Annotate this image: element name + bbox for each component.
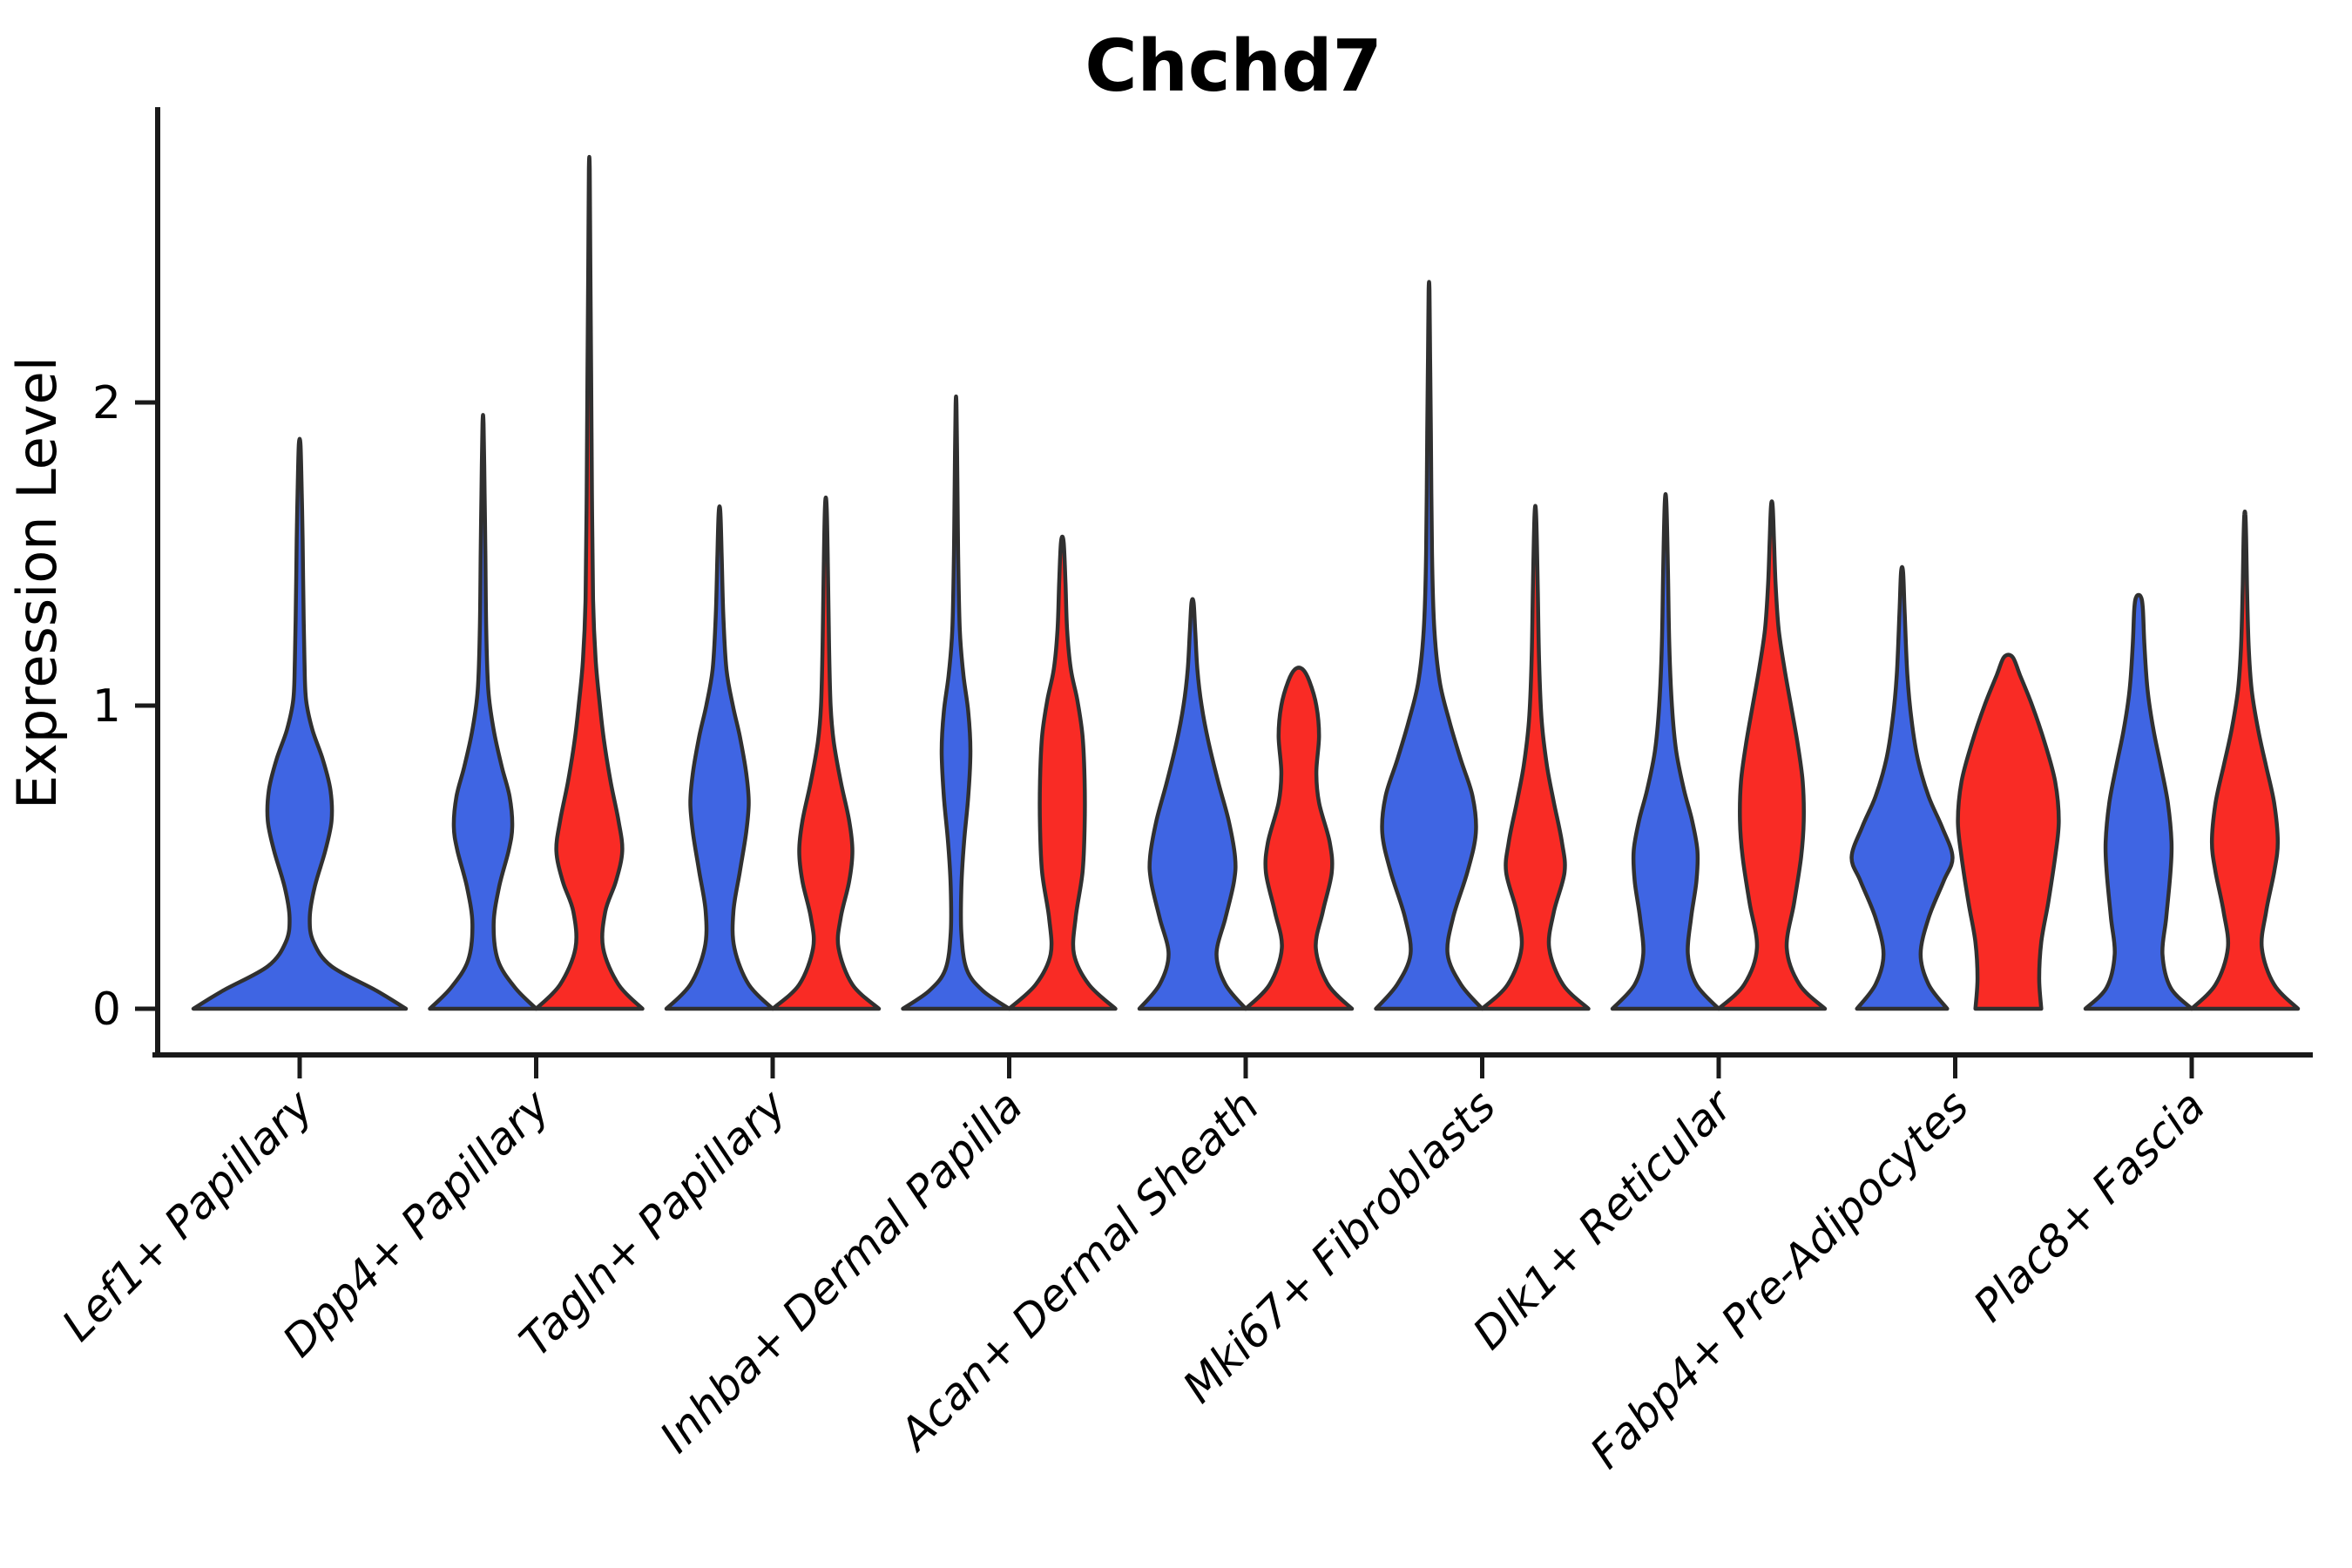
x-tick-label-fabp4-pre-adipocytes: Fabp4+ Pre-Adipocytes (1580, 1080, 1978, 1478)
y-axis-label: Expression Level (5, 356, 69, 809)
violin-lef1-papillary-blue (191, 436, 409, 1011)
violin-plac8-fascia-red (2189, 510, 2301, 1011)
violin-dpp4-papillary-blue (428, 413, 538, 1011)
violin-tagln-papillary-red (770, 495, 882, 1011)
y-tick-label-1: 1 (92, 680, 121, 733)
y-tick-label-2: 2 (92, 377, 121, 429)
x-tick-label-plac8-fascia: Plac8+ Fascia (1964, 1080, 2215, 1331)
y-tick-label-0: 0 (92, 983, 121, 1036)
violin-inhba-dermal-papilla-blue (901, 394, 1011, 1011)
violin-dlk1-reticular-blue (1610, 492, 1721, 1011)
violin-inhba-dermal-papilla-red (1007, 534, 1118, 1011)
x-tick-label-dlk1-reticular: Dlk1+ Reticular (1463, 1078, 1744, 1359)
axes-layer (152, 107, 2313, 1058)
violin-acan-dermal-sheath-red (1243, 666, 1355, 1011)
violins-layer (191, 154, 2301, 1011)
x-tick-label-lef1-papillary: Lef1+ Papillary (52, 1079, 323, 1350)
violin-fabp4-pre-adipocytes-blue (1849, 564, 1955, 1011)
violin-acan-dermal-sheath-blue (1137, 597, 1248, 1011)
y-ticks-layer: 0 1 2 (92, 377, 158, 1036)
violin-plac8-fascia-blue (2083, 592, 2194, 1011)
violin-mki67-fibroblasts-blue (1374, 280, 1484, 1011)
violin-fabp4-pre-adipocytes-red (1956, 652, 2061, 1011)
violin-dpp4-papillary-red (534, 154, 645, 1011)
violin-dlk1-reticular-red (1716, 499, 1828, 1011)
violin-tagln-papillary-blue (664, 504, 775, 1011)
chart-title: Chchd7 (1085, 25, 1382, 108)
violin-mki67-fibroblasts-red (1480, 504, 1591, 1011)
